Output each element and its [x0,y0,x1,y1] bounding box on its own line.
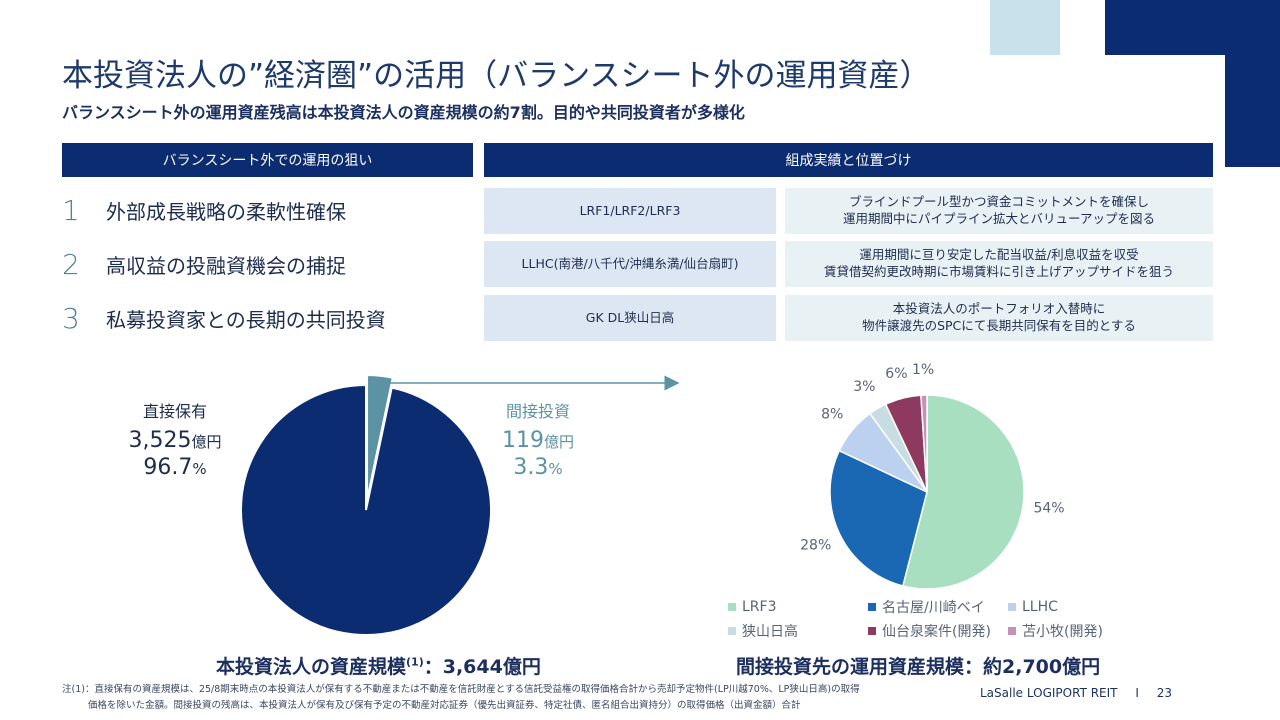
legend-item: LRF3 [728,597,868,617]
footnote-line: 注(1)：直接保有の資産規模は、25/8期末時点の本投資法人が保有する不動産また… [62,684,860,695]
legend-label: 仙台泉案件(開発) [882,624,991,640]
aim-row-2: 2 高収益の投融資機会の捕捉 [62,244,462,284]
legend-swatch [868,603,876,611]
aim-row-3: 3 私募投資家との長期の共同投資 [62,298,462,338]
indirect-investment-label-group: 間接投資 119億円 3.3% [478,398,598,480]
aim-number: 3 [62,301,80,335]
aims-header: バランスシート外での運用の狙い [62,143,473,177]
asset-scale-pie [240,374,492,636]
pie-label-2: 28% [800,537,831,553]
legend-label: 苫小牧(開発) [1022,624,1103,640]
indirect-investment-pie: 54% 28% 8% 3% 6% 1% [800,362,1065,590]
page-subtitle: バランスシート外の運用資産残高は本投資法人の資産規模の約7割。目的や共同投資者が… [62,103,745,122]
direct-amount: 3,525 [128,428,192,453]
desc-line: 賃貸借契約更改時期に市場賃料に引き上げアップサイドを狙う [823,264,1174,279]
legend-item: LLHC [1008,597,1058,617]
results-header: 組成実績と位置づけ [484,143,1213,177]
desc-cell-3: 本投資法人のポートフォリオ入替時に 物件譲渡先のSPCにて長期共同保有を目的とする [785,295,1213,341]
pie-slice-1 [366,374,394,501]
legend-label: 狭山日高 [742,624,798,640]
brand-name: LaSalle LOGIPORT REIT [980,686,1118,700]
legend-label: 名古屋/川崎ベイ [882,600,985,616]
caption-footnote-ref: (1) [406,655,424,669]
fund-cell-2: LLHC(南港/八千代/沖縄糸満/仙台扇町) [484,241,776,287]
aim-text: 私募投資家との長期の共同投資 [106,307,386,332]
indirect-amount: 119 [501,428,544,453]
legend-swatch [728,627,736,635]
indirect-investment-label: 間接投資 [505,402,570,421]
pie-slice-2 [240,383,492,636]
percent-unit: % [548,460,563,478]
aim-text: 外部成長戦略の柔軟性確保 [106,199,346,224]
pie-slice-1 [901,394,1025,590]
caption-main: 本投資法人の資産規模 [216,656,407,678]
desc-line: ブラインドプール型かつ資金コミットメントを確保し [848,194,1149,210]
legend-item: 名古屋/川崎ベイ [868,597,1008,617]
caption-value: ：3,644億円 [423,656,541,678]
direct-unit: 億円 [191,433,222,451]
corner-decoration-dark [1105,0,1280,55]
legend-label: LLHC [1022,599,1058,615]
pie-label-6: 1% [912,362,934,378]
desc-cell-1: ブラインドプール型かつ資金コミットメントを確保し 運用期間中にパイプライン拡大とバ… [785,188,1213,234]
direct-percent: 96.7 [143,455,193,480]
legend-item: 仙台泉案件(開発) [868,621,1008,641]
corner-decoration-dark-side [1225,55,1280,167]
corner-decoration-light [990,0,1060,55]
indirect-scale-caption: 間接投資先の運用資産規模：約2,700億円 [736,656,1101,678]
footnote-line: 価格を除いた金額。間接投資の残高は、本投資法人が保有及び保有予定の不動産対応証券… [88,700,801,712]
legend-swatch [1008,627,1016,635]
desc-cell-2: 運用期間に亘り安定した配当収益/利息収益を収受 賃貸借契約更改時期に市場賃料に引き… [785,241,1213,287]
desc-line: 運用期間中にパイプライン拡大とバリューアップを図る [842,211,1155,226]
footer: LaSalle LOGIPORT REIT I 23 [980,686,1172,700]
legend-item: 狭山日高 [728,621,868,641]
percent-unit: % [192,460,207,478]
asset-scale-caption: 本投資法人の資産規模(1)：3,644億円 [216,652,541,679]
pie-label-4: 3% [853,379,875,395]
pie-slice-2 [829,449,928,587]
desc-line: 本投資法人のポートフォリオ入替時に [892,301,1106,317]
direct-holding-label-group: 直接保有 3,525億円 96.7% [115,398,235,480]
desc-line: 物件譲渡先のSPCにて長期共同保有を目的とする [862,318,1136,333]
pie-label-5: 6% [885,366,907,382]
legend-swatch [728,603,736,611]
legend-label: LRF3 [742,599,777,615]
indirect-unit: 億円 [543,433,574,451]
footnote: 注(1)：直接保有の資産規模は、25/8期末時点の本投資法人が保有する不動産また… [62,682,860,714]
desc-line: 運用期間に亘り安定した配当収益/利息収益を収受 [859,247,1139,263]
aim-number: 2 [62,247,80,281]
pie-label-3: 8% [821,407,843,423]
aim-row-1: 1 外部成長戦略の柔軟性確保 [62,190,462,230]
footer-separator: I [1135,686,1139,700]
fund-cell-1: LRF1/LRF2/LRF3 [484,188,776,234]
page-title: 本投資法人の”経済圏”の活用（バランスシート外の運用資産） [62,58,931,94]
aim-number: 1 [62,193,80,227]
legend-item: 苫小牧(開発) [1008,621,1103,641]
fund-cell-3: GK DL狭山日高 [484,295,776,341]
page-number: 23 [1156,686,1172,700]
legend-swatch [1008,603,1016,611]
pie-slice-6 [920,394,928,493]
legend-swatch [868,627,876,635]
aim-text: 高収益の投融資機会の捕捉 [106,253,346,278]
indirect-percent: 3.3 [513,455,549,480]
direct-holding-label: 直接保有 [142,402,207,421]
pie-legend: LRF3 名古屋/川崎ベイ LLHC 狭山日高 仙台泉案件(開発) 苫小牧(開発… [728,597,1118,641]
pie-label-1: 54% [1033,500,1064,516]
